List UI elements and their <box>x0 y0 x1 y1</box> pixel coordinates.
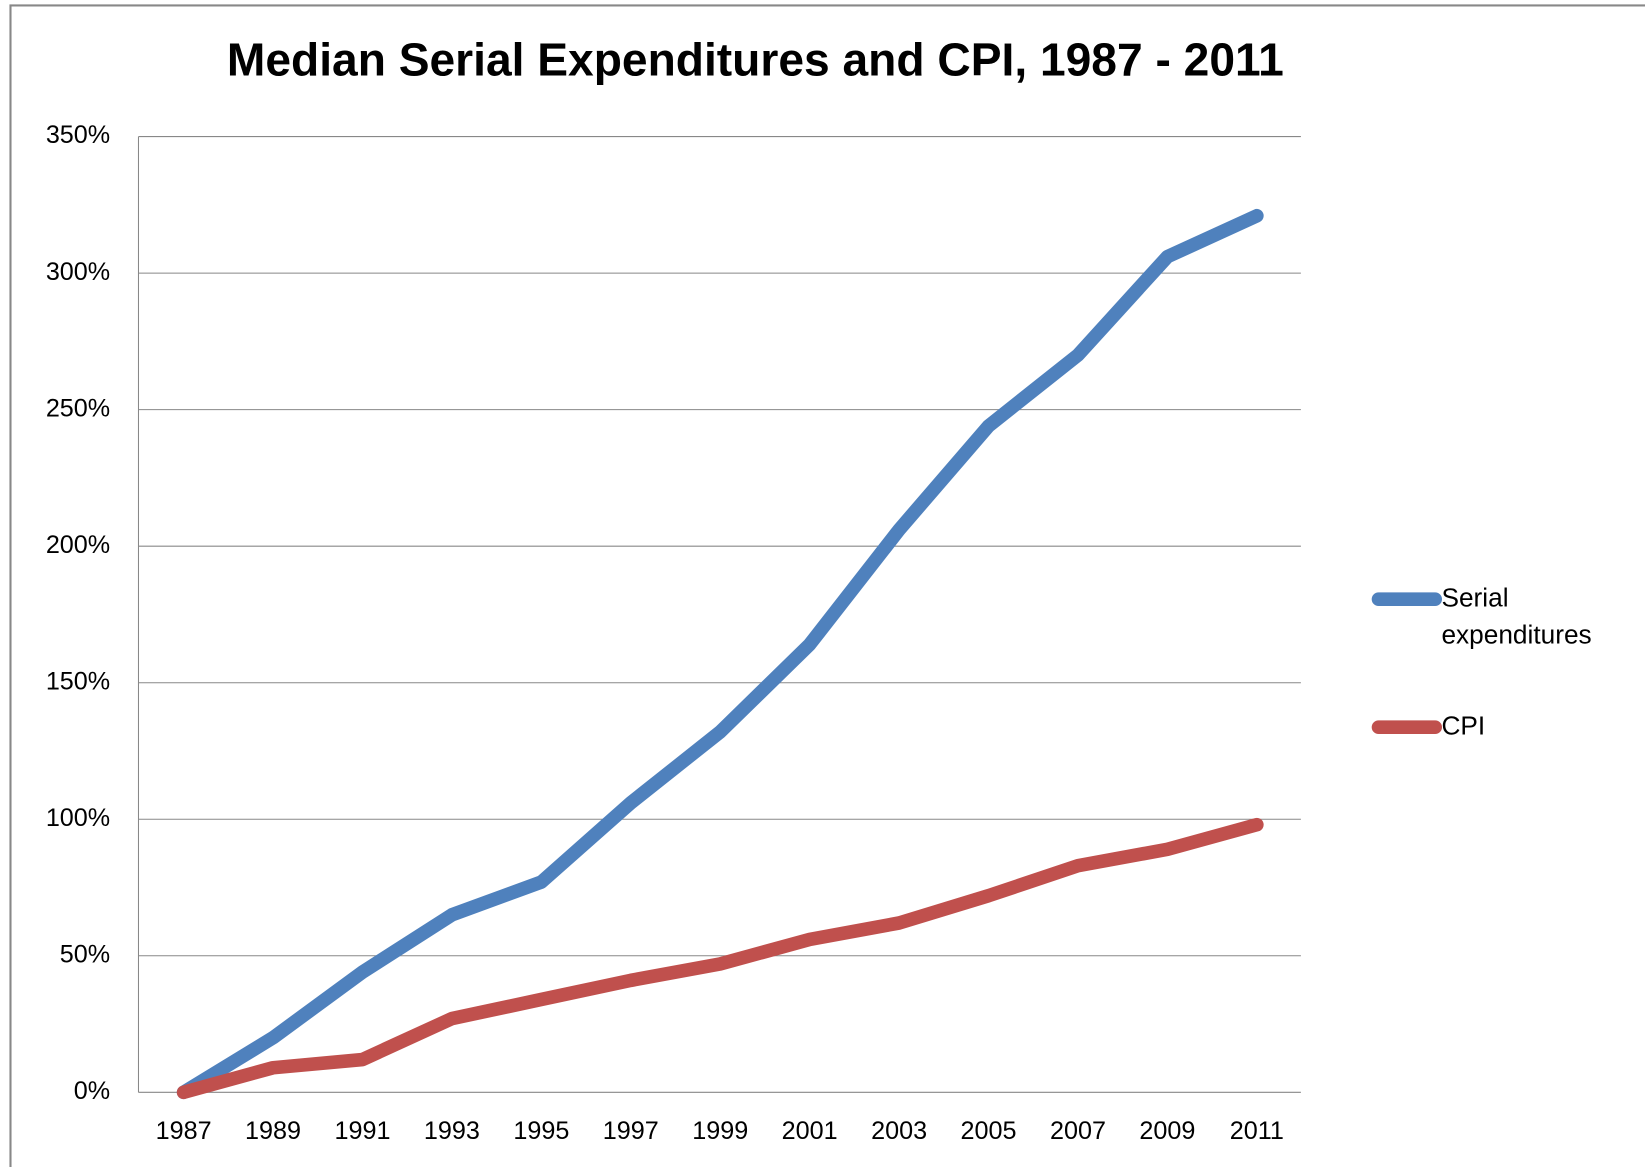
x-tick-label: 2009 <box>1139 1117 1195 1145</box>
y-tick-label: 50% <box>60 940 110 968</box>
legend-label-box: Serial expenditures <box>1441 583 1592 650</box>
data-line <box>176 208 1264 1100</box>
x-tick-label: 1991 <box>334 1117 390 1145</box>
y-tick-label: 250% <box>46 394 110 422</box>
x-tick-label: 1993 <box>424 1117 480 1145</box>
legend-label: CPI <box>1441 711 1486 741</box>
x-tick-label: 2005 <box>961 1117 1017 1145</box>
x-tick-label: 2007 <box>1050 1117 1106 1145</box>
legend-label-box: CPI <box>1441 711 1486 741</box>
x-tick-label: 2003 <box>871 1117 927 1145</box>
x-tick-label: 1997 <box>603 1117 659 1145</box>
y-tick-label: 150% <box>46 667 110 695</box>
y-tick-label: 100% <box>46 804 110 832</box>
y-tick-label: 350% <box>46 121 110 149</box>
y-tick-label: 0% <box>74 1077 110 1105</box>
y-tick-label: 300% <box>46 258 110 286</box>
x-tick-label: 2001 <box>782 1117 838 1145</box>
x-tick-label: 2011 <box>1230 1117 1284 1145</box>
legend-label: Serial expenditures <box>1441 583 1592 650</box>
chart-frame <box>9 4 1645 1167</box>
data-line <box>176 817 1264 1100</box>
y-tick-label: 200% <box>46 531 110 559</box>
x-tick-label: 1989 <box>245 1117 301 1145</box>
chart-title: Median Serial Expenditures and CPI, 1987… <box>227 33 1284 85</box>
x-tick-label: 1999 <box>692 1117 748 1145</box>
x-tick-label: 1987 <box>156 1117 212 1145</box>
x-tick-label: 1995 <box>513 1117 569 1145</box>
